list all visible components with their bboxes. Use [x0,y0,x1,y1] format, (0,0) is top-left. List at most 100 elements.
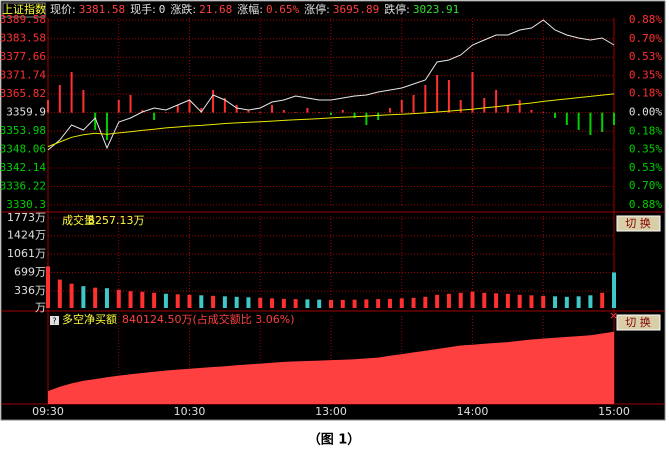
y-tick-label: 3383.58 [0,32,46,45]
breadth-bar [601,112,604,132]
breadth-bar [577,112,580,130]
breadth-bar [188,99,191,113]
quote-label: 现手: [130,2,156,16]
y-tick-label: 3359.9 [6,106,46,119]
switch-button-label[interactable]: 切 换 [625,315,651,329]
average-line [47,93,615,148]
switch-button[interactable] [616,314,661,331]
volume-bar [494,293,499,308]
volume-bar [128,291,133,308]
breadth-bar [247,110,250,113]
help-icon-mark[interactable]: ? [52,317,56,326]
index-name: 上证指数 [2,2,46,16]
volume-bar [364,299,369,308]
breadth-bar [483,97,486,113]
y-tick-label: 3377.66 [0,50,46,63]
netbuy-total: 840124.50万(占成交额比 3.06%) [122,312,295,326]
switch-button-label[interactable]: 切 换 [625,216,651,230]
volume-bar [211,295,216,308]
quote-value: 3023.91 [413,3,459,16]
volume-bar [270,298,275,308]
breadth-bar [153,112,156,120]
breadth-bar [400,99,403,113]
y-tick-label: 3353.98 [0,124,46,137]
close-icon[interactable]: × [609,309,618,322]
y2-tick-label: 0.88% [629,13,662,26]
y-tick-label: 1061万 [7,247,46,260]
quote-value: 3381.58 [79,3,125,16]
price-line [47,19,615,151]
volume-bar [317,299,322,308]
volume-bar [281,298,286,308]
switch-button[interactable] [616,215,661,232]
breadth-bar [554,112,557,118]
quote-label: 涨幅: [237,3,263,16]
y2-tick-label: 0.18% [629,87,662,100]
breadth-bar [129,94,132,113]
y2-tick-label: 0.88% [629,198,662,211]
volume-bar [140,291,145,308]
breadth-bar [495,89,498,113]
volume-bar [93,287,98,308]
breadth-bar [365,112,368,125]
quote-value: 21.68 [199,3,232,16]
breadth-bar [471,71,474,113]
breadth-bar [589,112,592,136]
volume-bar [199,295,204,308]
breadth-bar [58,85,61,113]
breadth-bar [164,112,167,113]
volume-bar [576,296,581,308]
volume-bar [399,298,404,308]
breadth-bar [318,112,321,113]
volume-bar [387,298,392,308]
quote-label: 涨跌: [170,2,196,16]
breadth-bar [353,112,356,118]
volume-bar [612,272,616,308]
y-tick-label: 3371.74 [0,69,46,82]
breadth-bar [117,99,120,113]
help-icon[interactable] [50,316,59,325]
volume-bar [588,295,593,308]
volume-bar [352,299,357,308]
volume-bar [57,279,62,308]
quote-value: 3695.89 [333,3,379,16]
breadth-bar [447,79,450,113]
x-tick-label: 15:00 [598,405,630,418]
x-tick-label: 13:00 [315,405,347,418]
volume-bar [234,296,239,308]
breadth-bar [176,104,179,113]
quote-value: 0 [159,3,166,16]
y-tick-label: 336万 [14,284,46,297]
y-tick-label: 3330.3 [6,198,46,211]
y2-tick-label: 0.53% [629,161,662,174]
volume-bar [564,296,569,308]
volume-bar [529,295,534,308]
y2-tick-label: 0.00% [629,106,662,119]
volume-bar [505,293,510,308]
volume-bar [152,292,157,308]
y-tick-label: 3336.22 [0,180,46,193]
caption: （图 1） [308,432,361,448]
volume-bar [411,297,416,308]
volume-title: 成交量 [62,213,95,227]
breadth-bar [235,104,238,113]
breadth-bar [530,110,533,113]
breadth-bar [330,112,332,115]
volume-bar [340,299,345,308]
x-tick-label: 10:30 [174,405,206,418]
volume-bar [329,299,333,308]
breadth-bar [459,99,462,113]
breadth-bar [223,97,226,113]
breadth-bar [613,112,615,125]
breadth-bar [271,104,274,113]
volume-bar [446,293,451,308]
y-tick-label: 3389.58 [0,13,46,26]
breadth-bar [47,99,49,113]
y-tick-label: 1424万 [7,229,46,242]
volume-bar [187,294,192,308]
volume-bar [222,296,227,308]
volume-bar [470,291,475,308]
netbuy-area [48,331,614,404]
